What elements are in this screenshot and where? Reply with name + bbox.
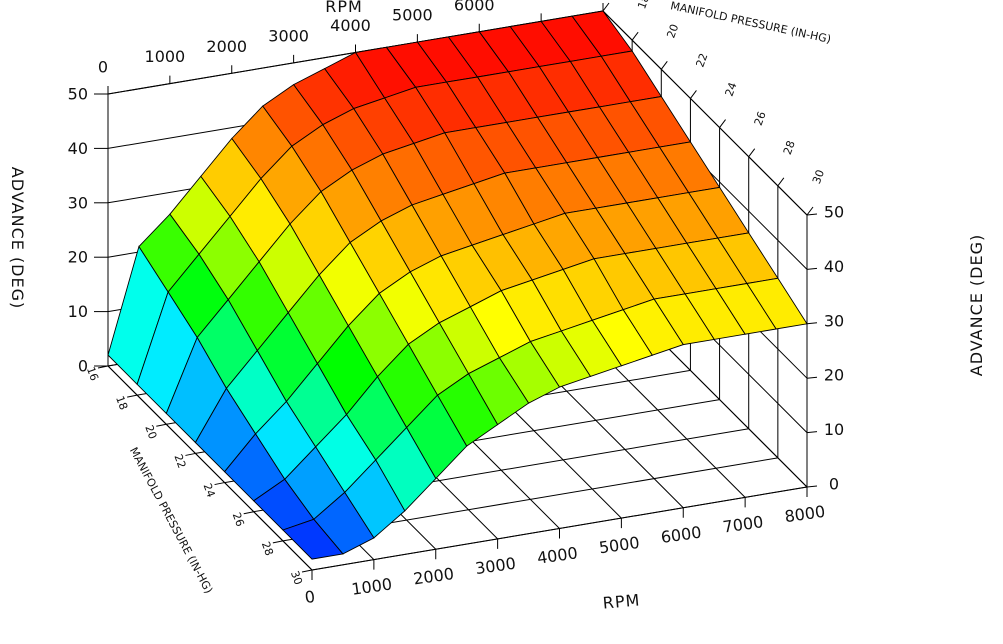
z-tick-label: 0 [78, 357, 88, 376]
y-tick-label: 22 [693, 51, 710, 69]
z-tick-label: 10 [824, 420, 844, 439]
y-tick-mark [97, 365, 109, 369]
y-tick-mark [806, 206, 814, 216]
surface-mesh [107, 10, 808, 560]
x-tick-label: 3000 [474, 554, 517, 578]
z-tick-label: 20 [824, 366, 844, 385]
z-tick-label: 50 [824, 203, 844, 222]
y-tick-mark [185, 452, 196, 456]
z-tick-label: 40 [824, 257, 844, 276]
x-tick-label: 5000 [392, 6, 433, 25]
y-tick-label: 22 [171, 452, 188, 470]
y-tick-label: 30 [810, 168, 827, 186]
z-tick-label: 40 [68, 139, 88, 158]
surface-cell [282, 518, 344, 560]
y-tick-label: 26 [230, 511, 247, 529]
y-tick-mark [272, 540, 283, 544]
x-tick-label: 3000 [268, 26, 309, 45]
y-tick-mark [631, 31, 639, 41]
y-tick-mark [156, 423, 167, 427]
x-tick-label: 7000 [516, 0, 557, 4]
z-tick-label: 0 [829, 475, 839, 494]
z-axis-label-right: ADVANCE (DEG) [967, 234, 986, 377]
z-tick-mark [806, 322, 818, 325]
z-tick-label: 10 [68, 302, 88, 321]
x-tick-label: 2000 [412, 564, 455, 588]
y-tick-mark [214, 482, 225, 486]
y-tick-label: 30 [288, 569, 305, 587]
x-tick-label: 0 [98, 58, 108, 77]
y-tick-label: 24 [201, 482, 218, 500]
y-tick-label: 18 [635, 0, 652, 11]
x-tick-label: 0 [303, 587, 316, 607]
y-tick-mark [243, 511, 254, 515]
z-tick-label: 20 [68, 248, 88, 267]
y-tick-label: 24 [723, 81, 740, 99]
y-tick-label: 20 [142, 423, 159, 441]
z-tick-label: 30 [68, 193, 88, 212]
x-tick-label: 4000 [536, 543, 579, 567]
y-tick-mark [602, 2, 610, 12]
z-tick-mark [806, 213, 818, 216]
y-tick-mark [301, 569, 313, 573]
y-axis-label-left: MANIFOLD PRESSURE (IN-HG) [127, 445, 215, 596]
x-axis-label-top: RPM [325, 0, 363, 16]
x-tick-label: 2000 [206, 37, 247, 56]
z-tick-label: 50 [68, 85, 88, 104]
x-tick-label: 1000 [145, 47, 186, 66]
y-tick-label: 26 [752, 110, 769, 128]
x-tick-label: 6000 [660, 523, 703, 547]
z-tick-label: 30 [824, 311, 844, 330]
y-tick-mark [748, 148, 756, 158]
y-tick-label: 16 [84, 365, 101, 383]
x-axis-label-bottom: RPM [602, 590, 641, 612]
y-tick-label: 28 [781, 139, 798, 157]
y-tick-label: 28 [259, 540, 276, 558]
y-tick-label: 20 [664, 22, 681, 40]
x-tick-label: 1000 [350, 574, 393, 598]
wall-grid-line [602, 10, 808, 216]
z-tick-mark [806, 267, 818, 270]
box-edge [107, 365, 313, 571]
y-tick-mark [719, 119, 726, 128]
z-tick-mark [806, 485, 818, 488]
x-tick-label: 4000 [330, 16, 371, 35]
x-tick-label: 6000 [454, 0, 495, 14]
x-tick-label: 7000 [722, 512, 765, 536]
z-tick-mark [806, 431, 818, 434]
x-tick-label: 8000 [783, 502, 826, 526]
x-tick-label: 5000 [598, 533, 641, 557]
y-tick-label: 18 [113, 394, 130, 412]
y-tick-mark [660, 60, 668, 70]
z-axis-label-left: ADVANCE (DEG) [8, 167, 27, 310]
y-tick-mark [690, 90, 697, 99]
y-axis-label-top: MANIFOLD PRESSURE (IN-HG) [669, 0, 832, 46]
y-tick-mark [127, 394, 138, 398]
y-tick-mark [777, 177, 785, 187]
z-tick-mark [806, 376, 818, 379]
